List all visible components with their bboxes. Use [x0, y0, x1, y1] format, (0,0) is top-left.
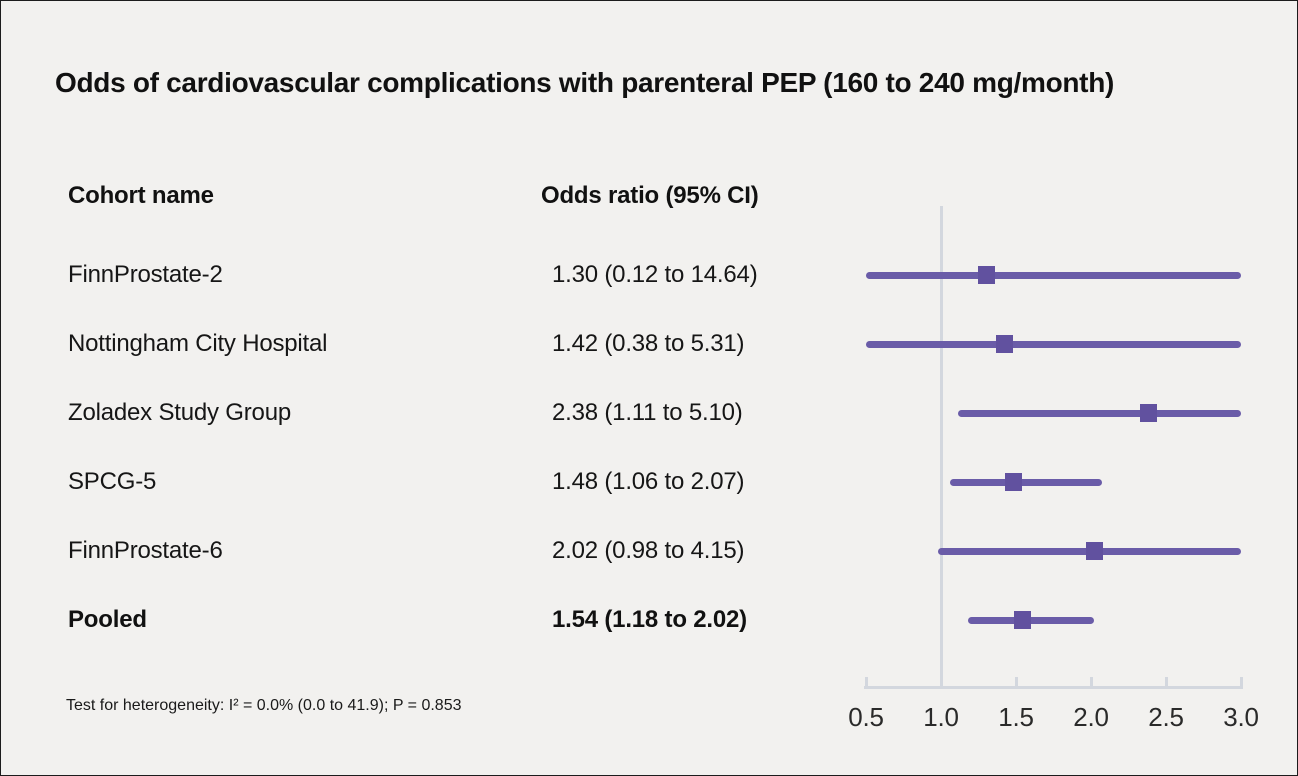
x-axis-tick: [939, 677, 943, 686]
cohort-label: Zoladex Study Group: [68, 399, 291, 426]
heterogeneity-footnote: Test for heterogeneity: I² = 0.0% (0.0 t…: [66, 697, 462, 714]
cohort-label: SPCG-5: [68, 468, 157, 495]
cohort-label: Nottingham City Hospital: [68, 330, 328, 357]
odds-ratio-marker: [1004, 473, 1022, 491]
odds-ratio-marker: [977, 266, 995, 284]
odds-ratio-value: 1.30 (0.12 to 14.64): [552, 261, 758, 288]
confidence-interval-line: [866, 340, 1241, 348]
odds-ratio-value: 1.54 (1.18 to 2.02): [552, 606, 747, 633]
confidence-interval-line: [968, 616, 1094, 624]
odds-ratio-value: 1.48 (1.06 to 2.07): [552, 468, 745, 495]
odds-ratio-marker: [1013, 611, 1031, 629]
column-header-cohort-name: Cohort name: [68, 182, 214, 209]
column-header-odds-ratio: Odds ratio (95% CI): [541, 182, 759, 209]
x-axis-tick-label: 1.5: [998, 702, 1034, 732]
confidence-interval-line: [866, 271, 1241, 279]
x-axis-tick-label: 3.0: [1223, 702, 1259, 732]
odds-ratio-value: 1.42 (0.38 to 5.31): [552, 330, 745, 357]
x-axis-tick-label: 2.5: [1148, 702, 1184, 732]
x-axis-tick: [1014, 677, 1018, 686]
x-axis-tick: [1164, 677, 1168, 686]
x-axis-line: [864, 686, 1243, 689]
x-axis-tick: [1239, 677, 1243, 686]
x-axis-tick-label: 0.5: [848, 702, 884, 732]
cohort-label: FinnProstate-6: [68, 537, 223, 564]
odds-ratio-marker: [1085, 542, 1103, 560]
cohort-label: Pooled: [68, 606, 147, 633]
confidence-interval-line: [950, 478, 1102, 486]
odds-ratio-value: 2.02 (0.98 to 4.15): [552, 537, 745, 564]
odds-ratio-value: 2.38 (1.11 to 5.10): [552, 399, 743, 426]
odds-ratio-marker: [995, 335, 1013, 353]
x-axis-tick-label: 1.0: [923, 702, 959, 732]
chart-title: Odds of cardiovascular complications wit…: [55, 67, 1115, 98]
x-axis-tick-label: 2.0: [1073, 702, 1109, 732]
x-axis-tick: [1089, 677, 1093, 686]
cohort-label: FinnProstate-2: [68, 261, 223, 288]
confidence-interval-line: [957, 409, 1241, 417]
x-axis-tick: [864, 677, 868, 686]
odds-ratio-marker: [1139, 404, 1157, 422]
reference-line-1: [939, 206, 943, 687]
